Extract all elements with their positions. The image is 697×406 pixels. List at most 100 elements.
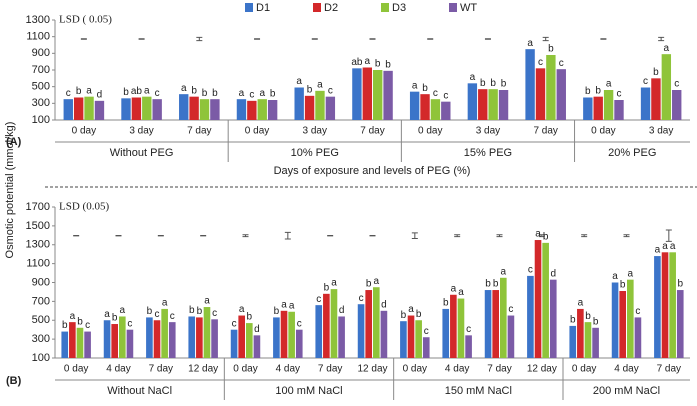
- significance-letter: c: [433, 88, 438, 99]
- significance-letter: b: [307, 84, 313, 95]
- significance-letter: d: [381, 299, 387, 310]
- bar: [146, 317, 153, 358]
- x-tick-label: 0 day: [72, 126, 96, 137]
- significance-letter: b: [490, 78, 496, 89]
- y-tick-label: 500: [32, 314, 50, 326]
- significance-letter: b: [191, 85, 197, 96]
- bar: [634, 317, 642, 358]
- bar: [257, 99, 267, 120]
- bar: [267, 100, 278, 120]
- lsd-label: LSD (0.05): [59, 201, 109, 213]
- x-tick-label: 0 day: [245, 126, 269, 137]
- bar: [542, 242, 549, 358]
- significance-letter: b: [480, 78, 486, 89]
- bar: [323, 293, 330, 358]
- bar: [534, 240, 542, 358]
- significance-letter: b: [416, 309, 422, 320]
- bar: [672, 90, 682, 120]
- significance-letter: b: [212, 88, 218, 99]
- bar: [651, 78, 661, 120]
- bar: [527, 275, 534, 358]
- significance-letter: c: [155, 88, 160, 99]
- significance-letter: b: [501, 79, 507, 90]
- significance-letter: a: [239, 304, 245, 315]
- significance-letter: c: [674, 79, 679, 90]
- significance-letter: c: [212, 308, 217, 319]
- bar: [94, 100, 105, 120]
- bar: [210, 99, 220, 120]
- lsd-bar: [496, 234, 503, 238]
- lsd-bar: [658, 36, 665, 42]
- y-tick-label: 100: [32, 352, 50, 364]
- lsd-bar: [284, 231, 291, 240]
- y-tick-label: 900: [32, 47, 50, 59]
- significance-letter: a: [331, 278, 337, 289]
- y-tick-label: 900: [32, 276, 50, 288]
- bar: [315, 305, 323, 358]
- significance-letter: b: [202, 88, 208, 99]
- legend-label: WT: [460, 2, 477, 14]
- significance-letter: a: [670, 241, 676, 252]
- significance-letter: b: [77, 316, 83, 327]
- bar: [430, 99, 441, 120]
- x-tick-label: 12 day: [527, 364, 557, 375]
- significance-letter: c: [466, 324, 471, 335]
- bar: [247, 100, 257, 120]
- significance-letter: c: [616, 89, 621, 100]
- bar: [352, 68, 362, 120]
- bar: [577, 308, 584, 358]
- lsd-label: LSD ( 0.05): [59, 14, 112, 26]
- bar: [525, 49, 535, 120]
- significance-letter: a: [408, 304, 414, 315]
- significance-letter: b: [147, 306, 153, 317]
- x-tick-label: 0 day: [418, 126, 442, 137]
- y-tick-label: 1700: [26, 201, 50, 213]
- legend-label: D3: [392, 2, 406, 14]
- bar: [294, 87, 304, 120]
- bar: [611, 282, 619, 358]
- bar: [126, 329, 134, 358]
- significance-letter: c: [249, 89, 254, 100]
- bar: [161, 308, 168, 358]
- significance-letter: a: [204, 296, 210, 307]
- x-tick-label: 7 day: [657, 364, 681, 375]
- significance-letter: c: [170, 311, 175, 322]
- bar: [246, 323, 253, 358]
- bar: [380, 310, 388, 358]
- lsd-bar: [542, 36, 549, 42]
- x-tick-label: 7 day: [187, 126, 211, 137]
- bar: [569, 325, 577, 358]
- significance-letter: b: [189, 305, 195, 316]
- bar: [188, 316, 196, 358]
- bar: [236, 99, 247, 120]
- bar: [365, 290, 372, 358]
- bar: [407, 315, 415, 358]
- significance-letter: a: [317, 79, 323, 90]
- y-tick-label: 100: [32, 114, 50, 126]
- bar: [619, 290, 626, 358]
- bar: [415, 320, 422, 358]
- bar: [73, 97, 84, 120]
- significance-letter: a: [374, 276, 380, 287]
- significance-letter: b: [76, 86, 82, 97]
- bar: [196, 317, 203, 358]
- bar: [409, 91, 420, 120]
- significance-letter: ab: [131, 86, 143, 97]
- y-tick-label: 300: [32, 333, 50, 345]
- significance-letter: a: [70, 311, 76, 322]
- legend-swatch: [381, 3, 389, 12]
- significance-letter: c: [155, 309, 160, 320]
- significance-letter: b: [585, 311, 591, 322]
- group-label: 200 mM NaCl: [593, 385, 660, 397]
- significance-letter: c: [66, 88, 71, 99]
- legend-swatch: [313, 3, 321, 12]
- y-tick-label: 1500: [26, 220, 50, 232]
- bar: [500, 277, 507, 358]
- significance-letter: a: [412, 80, 418, 91]
- y-tick-label: 1300: [26, 14, 50, 26]
- significance-letter: c: [443, 90, 448, 101]
- bar: [400, 321, 407, 358]
- bar: [492, 290, 499, 358]
- bar: [330, 289, 338, 358]
- significance-letter: b: [422, 83, 428, 94]
